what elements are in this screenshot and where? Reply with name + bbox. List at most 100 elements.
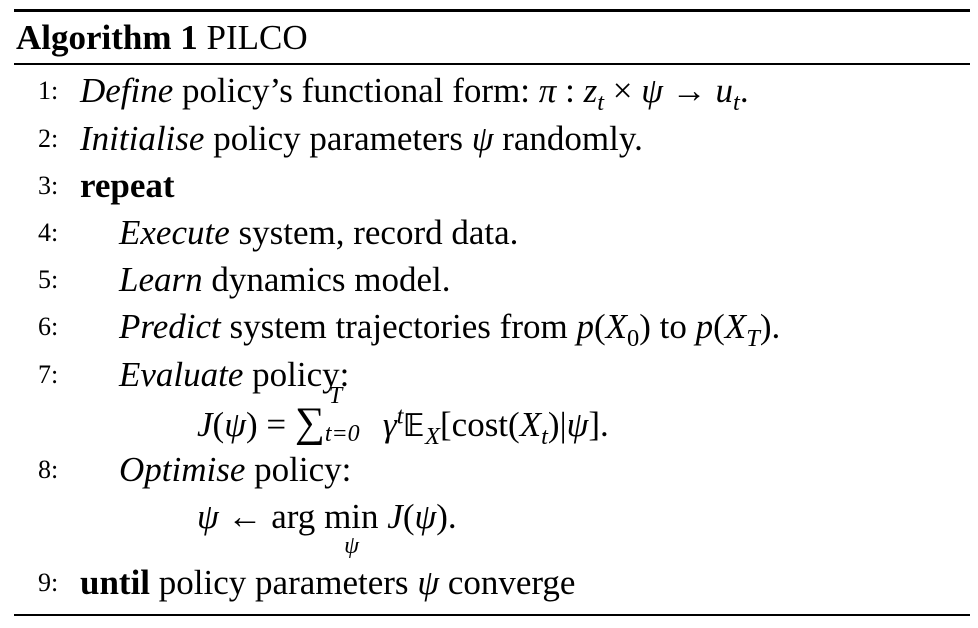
math-sub-0: 0 (627, 325, 640, 352)
math-sub-t: t (597, 89, 604, 116)
line-end: . (739, 71, 749, 110)
line-content: until policy parameters ψ converge (80, 560, 575, 606)
math-J: J (387, 497, 403, 536)
equation-content: ψ ← arg min ψ J(ψ). (197, 494, 457, 558)
keyword-until: until (80, 563, 151, 602)
math-J: J (197, 405, 213, 444)
math-paren: ( (593, 307, 606, 346)
line-end: randomly. (493, 119, 643, 158)
math-paren: ( (508, 405, 520, 444)
math-p: p (576, 307, 594, 346)
emphasis-text: Evaluate (119, 355, 244, 394)
math-equals: = (257, 405, 295, 444)
line-number: 5: (38, 265, 59, 294)
emphasis-text: Execute (119, 213, 230, 252)
math-cost: cost (451, 405, 509, 444)
algorithm-block: Algorithm 1 PILCO 1: Define policy’s fun… (14, 9, 970, 618)
math-sup-t: t (396, 402, 404, 430)
bottom-rule (14, 614, 970, 616)
keyword-repeat: repeat (80, 166, 175, 205)
line-content: Optimise policy: (119, 447, 351, 493)
math-paren: ) (759, 307, 772, 346)
math-psi: ψ (417, 563, 440, 602)
math-sub-X: X (425, 423, 440, 450)
math-psi: ψ (471, 119, 494, 158)
math-sub-t: t (733, 89, 740, 116)
math-paren: ) (547, 405, 560, 444)
equation-end: . (599, 405, 609, 444)
line-number: 3: (38, 171, 59, 200)
algorithm-line-3: 3: repeat (14, 163, 970, 209)
sum-upper-limit: T (328, 383, 343, 409)
optimise-equation: ψ ← arg min ψ J(ψ). (14, 494, 970, 558)
top-rule (14, 9, 970, 12)
line-text: policy: (243, 355, 350, 394)
line-number: 9: (38, 568, 59, 597)
line-text: dynamics model. (202, 260, 451, 299)
algorithm-line-9: 9: until policy parameters ψ converge (14, 560, 970, 606)
sum-lower-limit: t=0 (324, 421, 360, 447)
math-bar: | (559, 405, 567, 444)
line-text: system trajectories from (220, 307, 577, 346)
line-end: . (771, 307, 781, 346)
math-min-operator: min ψ (324, 494, 379, 558)
math-arg: arg (271, 497, 316, 536)
math-X: X (605, 307, 627, 346)
math-X: X (724, 307, 747, 346)
emphasis-text: Learn (119, 260, 203, 299)
math-X: X (519, 405, 542, 444)
line-number: 2: (38, 124, 59, 153)
algorithm-caption: Algorithm 1 PILCO (16, 17, 308, 59)
algorithm-line-8: 8: Optimise policy: (14, 447, 970, 493)
line-content: Define policy’s functional form: π : zt … (80, 68, 749, 116)
emphasis-text: Optimise (119, 450, 246, 489)
line-number: 7: (38, 360, 59, 389)
math-times: × (604, 71, 642, 110)
line-number: 1: (38, 76, 59, 105)
math-p: p (695, 307, 714, 346)
math-bracket: [ (440, 405, 452, 444)
line-number: 6: (38, 312, 59, 341)
algorithm-label: Algorithm 1 (16, 18, 198, 57)
emphasis-text: Initialise (80, 119, 205, 158)
algorithm-line-5: 5: Learn dynamics model. (14, 257, 970, 303)
algorithm-line-6: 6: Predict system trajectories from p(X0… (14, 304, 970, 352)
line-text: policy parameters (150, 563, 418, 602)
algorithm-line-4: 4: Execute system, record data. (14, 210, 970, 256)
math-expectation: 𝔼 (403, 408, 426, 444)
sum-symbol: ∑ (294, 400, 325, 446)
algorithm-line-2: 2: Initialise policy parameters ψ random… (14, 116, 970, 162)
algorithm-line-1: 1: Define policy’s functional form: π : … (14, 68, 970, 116)
math-min: min (324, 497, 379, 536)
line-content: Predict system trajectories from p(X0) t… (119, 304, 781, 352)
math-psi: ψ (414, 497, 437, 536)
math-pi: π (538, 71, 557, 110)
emphasis-text: Predict (119, 307, 221, 346)
math-psi: ψ (197, 497, 219, 536)
math-paren: ( (713, 307, 725, 346)
algorithm-name: PILCO (206, 18, 308, 57)
line-text: policy’s functional form: (173, 71, 539, 110)
emphasis-text: Define (80, 71, 174, 110)
algorithm-line-7: 7: Evaluate policy: (14, 352, 970, 398)
math-paren: ( (402, 497, 415, 536)
math-u: u (715, 71, 734, 110)
line-text-mid: to (650, 307, 696, 346)
math-z: z (583, 71, 598, 110)
math-arrow: → (663, 71, 716, 110)
line-content: Execute system, record data. (119, 210, 518, 256)
math-paren: ) (436, 497, 448, 536)
math-psi: ψ (641, 71, 663, 110)
caption-rule (14, 63, 970, 65)
math-sub-t: t (541, 423, 548, 450)
line-content: Evaluate policy: (119, 352, 349, 398)
math-sub-T: T (746, 325, 760, 352)
line-end: converge (439, 563, 576, 602)
equation-end: . (447, 497, 457, 536)
math-psi: ψ (566, 405, 589, 444)
line-number: 8: (38, 455, 59, 484)
math-bracket: ] (588, 405, 600, 444)
